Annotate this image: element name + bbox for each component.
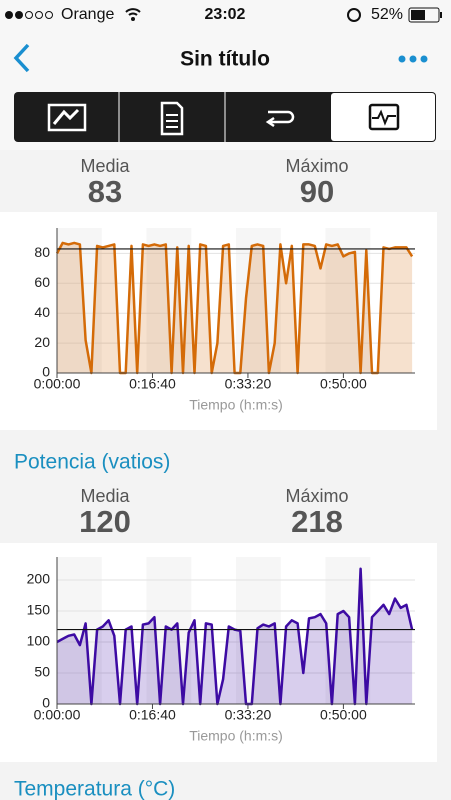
y-tick-label: 0 — [42, 364, 50, 380]
battery-text: 52% — [371, 6, 403, 23]
signal — [5, 11, 53, 19]
x-tick-label: 0:00:00 — [34, 707, 81, 723]
y-tick-label: 80 — [34, 244, 50, 260]
battery — [408, 7, 440, 23]
x-tick-label: 0:16:40 — [129, 707, 176, 723]
wifi — [125, 8, 141, 16]
alarm-icon — [347, 8, 361, 22]
clock: 23:02 — [205, 6, 246, 23]
y-tick-label: 50 — [34, 664, 50, 680]
stat-label: Máximo — [285, 156, 348, 176]
x-tick-label: 0:50:00 — [320, 707, 367, 723]
x-tick-label: 0:33:20 — [225, 376, 272, 392]
y-tick-label: 40 — [34, 304, 50, 320]
map-icon — [47, 103, 87, 132]
y-tick-label: 100 — [27, 633, 51, 649]
laps-icon — [265, 110, 295, 128]
more-button[interactable] — [398, 55, 428, 63]
back-button[interactable] — [13, 43, 30, 73]
x-tick-label: 0:33:20 — [225, 707, 272, 723]
stat-label: Máximo — [285, 486, 348, 506]
wifi-dot — [131, 17, 135, 21]
stat-value: 83 — [88, 174, 122, 209]
nav-title: Sin título — [180, 48, 270, 71]
y-tick-label: 150 — [27, 602, 51, 618]
stat-label: Media — [80, 156, 130, 176]
stat-value: 90 — [300, 174, 334, 209]
stat-label: Media — [80, 486, 130, 506]
x-tick-label: 0:50:00 — [320, 376, 367, 392]
area-fill — [57, 568, 413, 704]
x-axis-label: Tiempo (h:m:s) — [189, 728, 283, 744]
y-tick-label: 20 — [34, 334, 50, 350]
list-lines — [166, 114, 178, 128]
y-tick-label: 60 — [34, 274, 50, 290]
battery-level — [411, 10, 425, 20]
battery-tip — [440, 12, 442, 18]
section-title: Potencia (vatios) — [14, 451, 170, 474]
carrier: Orange — [61, 6, 114, 23]
x-tick-label: 0:16:40 — [129, 376, 176, 392]
x-axis-label: Tiempo (h:m:s) — [189, 397, 283, 413]
segment-map[interactable] — [14, 92, 119, 142]
segment-laps[interactable] — [225, 92, 331, 142]
map-route — [52, 108, 80, 125]
chart-icon-line — [372, 109, 396, 126]
area-fill — [57, 242, 413, 373]
y-tick-label: 200 — [27, 571, 51, 587]
chart-icon — [368, 103, 400, 131]
x-tick-label: 0:00:00 — [34, 376, 81, 392]
section-title: Temperatura (°C) — [14, 778, 175, 800]
list-icon — [160, 101, 184, 136]
stat-value: 218 — [291, 504, 343, 539]
stat-value: 120 — [79, 504, 131, 539]
y-tick-label: 0 — [42, 695, 50, 711]
